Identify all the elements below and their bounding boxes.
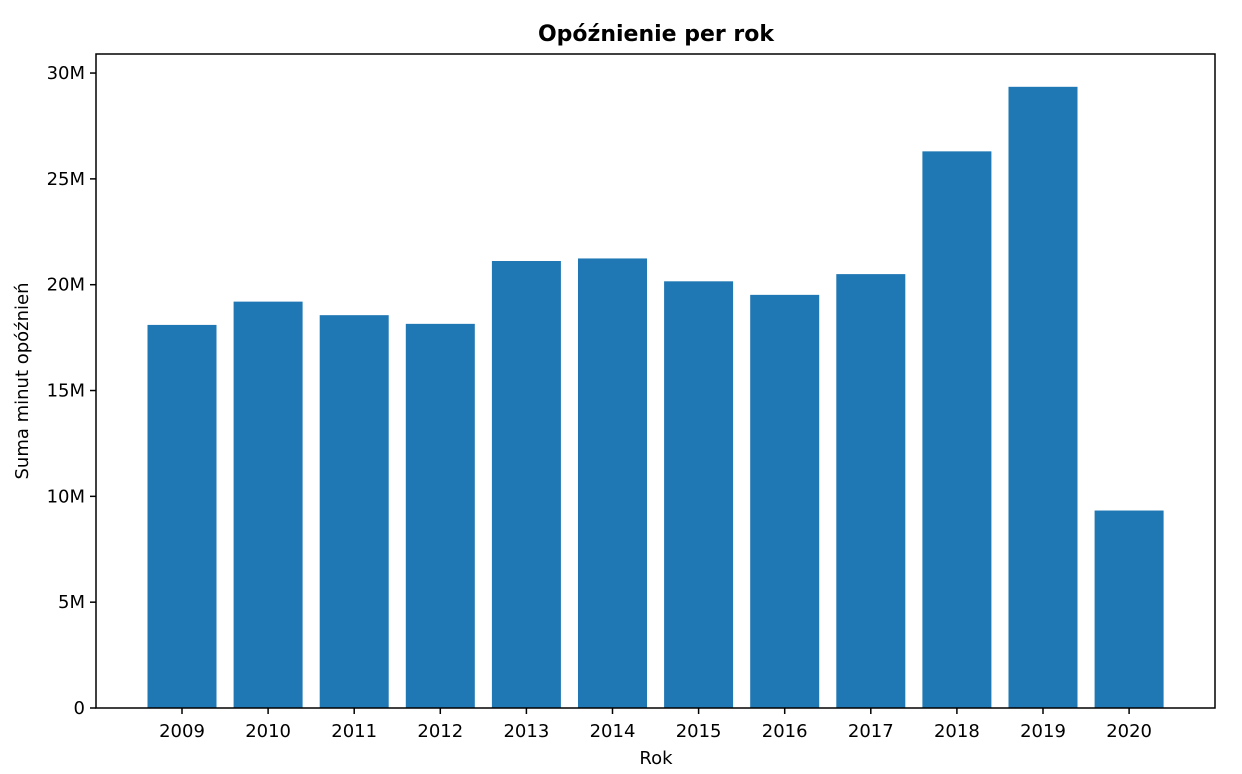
x-tick-label: 2017 bbox=[848, 721, 894, 742]
chart-title: Opóźnienie per rok bbox=[538, 22, 775, 47]
x-tick-label: 2019 bbox=[1020, 721, 1066, 742]
bar-2017 bbox=[836, 274, 906, 708]
x-tick-label: 2012 bbox=[417, 721, 463, 742]
plot-frame bbox=[95, 53, 1216, 709]
bar-2011 bbox=[319, 315, 389, 708]
bar-2019 bbox=[1008, 86, 1078, 708]
x-tick-label: 2016 bbox=[762, 721, 808, 742]
y-axis: 0 5M 10M 15M 20M 25M 30M bbox=[47, 63, 96, 719]
bar-2010 bbox=[233, 301, 303, 708]
x-axis-label: Rok bbox=[639, 748, 673, 769]
y-tick-label: 15M bbox=[47, 381, 85, 402]
x-tick-label: 2011 bbox=[331, 721, 377, 742]
bar-2014 bbox=[578, 258, 647, 708]
x-tick-label: 2009 bbox=[159, 721, 205, 742]
bars-group bbox=[147, 86, 1164, 708]
y-tick-label: 10M bbox=[47, 486, 85, 507]
bar-2018 bbox=[922, 151, 992, 708]
x-tick-label: 2020 bbox=[1106, 721, 1152, 742]
bar-2015 bbox=[664, 281, 734, 708]
bar-2020 bbox=[1094, 510, 1164, 708]
x-tick-label: 2010 bbox=[245, 721, 291, 742]
x-tick-label: 2014 bbox=[590, 721, 636, 742]
bar-2013 bbox=[491, 260, 561, 708]
y-tick-label: 5M bbox=[58, 592, 85, 613]
bar-2016 bbox=[750, 294, 820, 708]
y-axis-label: Suma minut opóźnień bbox=[12, 282, 33, 479]
x-tick-label: 2015 bbox=[676, 721, 722, 742]
y-tick-label: 0 bbox=[74, 698, 85, 719]
x-tick-label: 2013 bbox=[503, 721, 549, 742]
y-tick-label: 20M bbox=[47, 275, 85, 296]
x-tick-label: 2018 bbox=[934, 721, 980, 742]
bar-2009 bbox=[147, 324, 217, 708]
y-tick-label: 25M bbox=[47, 169, 85, 190]
x-axis: 2009 2010 2011 2012 2013 2014 2015 2016 2017 2018… bbox=[159, 708, 1152, 742]
bar-2012 bbox=[405, 323, 475, 708]
y-tick-label: 30M bbox=[47, 63, 85, 84]
